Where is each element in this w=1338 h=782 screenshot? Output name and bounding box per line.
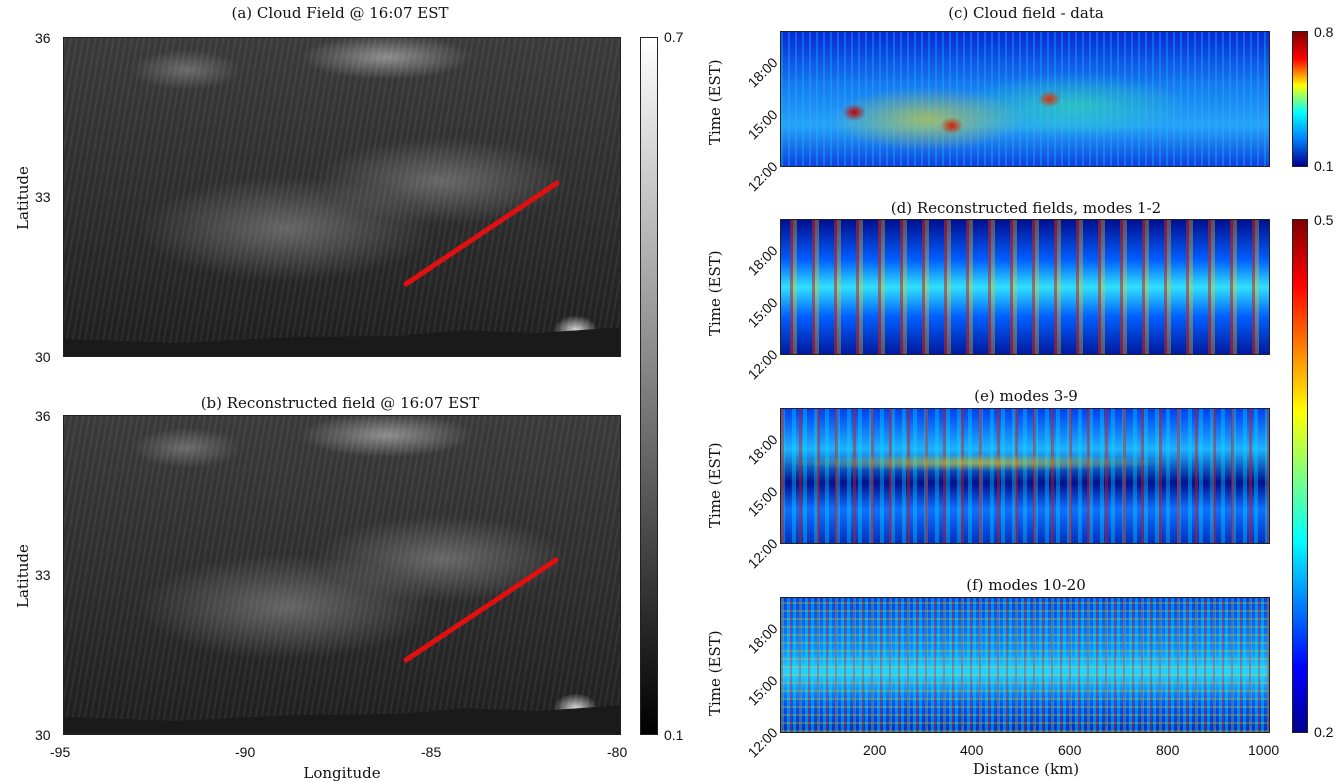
panel-f-xlabel: Distance (km) — [972, 760, 1080, 778]
panel-f-xtick-800: 800 — [1156, 742, 1180, 758]
panel-e-ytick-1800: 18:00 — [744, 431, 781, 468]
panel-f-ytick-1500: 15:00 — [744, 672, 781, 709]
panel-b-ylabel: Latitude — [14, 544, 32, 608]
panel-f-xtick-200: 200 — [863, 742, 887, 758]
panel-e-title: (e) modes 3-9 — [974, 387, 1078, 405]
panel-a-ytick-36: 36 — [35, 30, 51, 46]
panel-f-xtick-1000: 1000 — [1248, 742, 1280, 758]
gray-colorbar-max: 0.7 — [664, 29, 684, 45]
panel-d-title: (d) Reconstructed fields, modes 1-2 — [890, 199, 1162, 217]
panel-e-ytick-1500: 15:00 — [744, 483, 781, 520]
panel-b-transect-line — [403, 557, 559, 663]
panel-f-xtick-600: 600 — [1058, 742, 1082, 758]
panel-c-ylabel: Time (EST) — [706, 59, 724, 145]
panel-f-heatmap — [780, 597, 1270, 733]
panel-f-ytick-1800: 18:00 — [744, 620, 781, 657]
jet-colorbar-c-max: 0.8 — [1314, 24, 1334, 40]
panel-c-ytick-1500: 15:00 — [744, 106, 781, 143]
panel-e-ytick-1200: 12:00 — [744, 535, 781, 572]
panel-a-title: (a) Cloud Field @ 16:07 EST — [231, 4, 449, 22]
panel-c-title: (c) Cloud field - data — [948, 4, 1104, 22]
panel-a-satellite-image — [63, 37, 621, 357]
panel-e-heatmap — [780, 408, 1270, 544]
gray-colorbar — [640, 37, 658, 735]
panel-a-ytick-33: 33 — [35, 189, 51, 205]
panel-d-ytick-1200: 12:00 — [744, 346, 781, 383]
panel-b-ytick-36: 36 — [35, 408, 51, 424]
jet-colorbar-def-min: 0.2 — [1314, 724, 1334, 740]
panel-b-satellite-image — [63, 415, 621, 735]
gray-colorbar-min: 0.1 — [664, 727, 684, 743]
panel-d-ylabel: Time (EST) — [706, 250, 724, 336]
panel-b-xlabel: Longitude — [303, 764, 381, 782]
panel-c-ytick-1800: 18:00 — [744, 54, 781, 91]
panel-b-xtick-85: -85 — [421, 744, 442, 760]
panel-c-heatmap — [780, 31, 1270, 167]
jet-colorbar-c — [1292, 31, 1308, 167]
jet-colorbar-def — [1292, 219, 1308, 733]
panel-d-heatmap — [780, 219, 1270, 355]
panel-f-ytick-1200: 12:00 — [744, 724, 781, 761]
panel-b-title: (b) Reconstructed field @ 16:07 EST — [200, 394, 480, 412]
jet-colorbar-c-min: 0.1 — [1314, 158, 1334, 174]
panel-a-transect-line — [403, 180, 560, 287]
jet-colorbar-def-max: 0.5 — [1314, 212, 1334, 228]
panel-d-ytick-1500: 15:00 — [744, 294, 781, 331]
panel-c-ytick-1200: 12:00 — [744, 158, 781, 195]
panel-a-ylabel: Latitude — [14, 166, 32, 230]
panel-b-ytick-33: 33 — [35, 567, 51, 583]
panel-b-xtick-80: -80 — [607, 744, 628, 760]
panel-b-xtick-90: -90 — [235, 744, 256, 760]
panel-f-title: (f) modes 10-20 — [966, 576, 1086, 594]
panel-b-ytick-30: 30 — [35, 727, 51, 743]
panel-d-ytick-1800: 18:00 — [744, 242, 781, 279]
panel-e-ylabel: Time (EST) — [706, 442, 724, 528]
panel-a-ytick-30: 30 — [35, 349, 51, 365]
panel-f-xtick-400: 400 — [960, 742, 984, 758]
panel-b-xtick-95: -95 — [50, 744, 71, 760]
panel-f-ylabel: Time (EST) — [706, 630, 724, 716]
